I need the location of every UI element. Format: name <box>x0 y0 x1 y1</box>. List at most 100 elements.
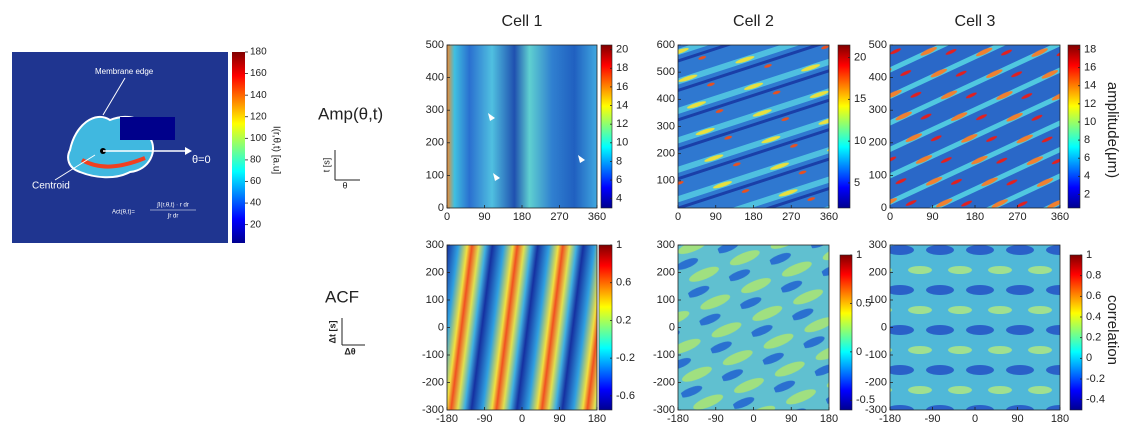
x-tick-label: 90 <box>785 413 797 425</box>
colorbar-tick-label: -0.6 <box>616 390 635 402</box>
colorbar-tick-label: 15 <box>854 93 866 105</box>
colorbar-tick-label: 0.6 <box>616 277 631 289</box>
y-tick-label: -200 <box>865 376 887 388</box>
arrowhead-marker <box>493 173 500 181</box>
heatmap-image <box>678 245 829 410</box>
colorbar-tick-label: 5 <box>854 177 860 189</box>
column-title: Cell 3 <box>955 13 996 30</box>
formula: ∫r dr <box>167 213 179 220</box>
x-tick-label: 180 <box>820 413 838 425</box>
colorbar-label: amplitude(μm) <box>1104 82 1121 178</box>
heatmap-image <box>678 45 829 208</box>
x-tick-label: 0 <box>972 413 978 425</box>
y-tick-label: -200 <box>653 376 675 388</box>
x-tick-label: 360 <box>1051 211 1069 223</box>
colorbar-tick-label: 14 <box>616 99 628 111</box>
y-tick-label: 200 <box>657 148 675 160</box>
y-tick-label: 300 <box>426 104 444 116</box>
colorbar-tick-label: 14 <box>1084 80 1096 92</box>
x-tick-label: 90 <box>926 211 938 223</box>
y-tick-label: -300 <box>422 404 444 416</box>
pointer <box>54 154 96 181</box>
y-tick-label: 100 <box>869 294 887 306</box>
y-tick-label: 300 <box>426 239 444 251</box>
colorbar-tick-label: 0.8 <box>1086 270 1101 282</box>
y-tick-label: 100 <box>657 294 675 306</box>
colorbar-tick-label: 12 <box>1084 98 1096 110</box>
colorbar-tick-label: 12 <box>616 118 628 130</box>
y-tick-label: 200 <box>869 137 887 149</box>
colorbar-tick-label: 20 <box>616 44 628 56</box>
x-tick-label: 360 <box>588 211 606 223</box>
y-tick-label: -200 <box>422 376 444 388</box>
colorbar-tick-label: 0 <box>1086 352 1092 364</box>
heatmap-image <box>890 245 1060 410</box>
cell-edge-signal <box>81 156 146 169</box>
axis-icon-label: Δθ <box>344 346 355 356</box>
formula: Act(θ,t)= <box>112 210 135 216</box>
colorbar-tick-label: 0.2 <box>616 314 631 326</box>
colorbar-tick-label: 0.2 <box>1086 332 1101 344</box>
x-tick-label: 0 <box>675 211 681 223</box>
y-tick-label: 400 <box>426 72 444 84</box>
pointer <box>102 77 126 116</box>
colorbar-tick-label: 160 <box>250 68 267 79</box>
y-tick-label: 200 <box>869 266 887 278</box>
heatmap-image <box>890 45 1060 208</box>
colorbar <box>839 254 853 411</box>
arrowhead-marker <box>488 113 495 121</box>
redaction-box <box>120 117 175 140</box>
y-tick-label: -300 <box>865 404 887 416</box>
colorbar-tick-label: 0 <box>856 346 862 358</box>
colorbar <box>837 44 851 209</box>
x-tick-label: 180 <box>744 211 762 223</box>
y-tick-label: 0 <box>881 202 887 214</box>
y-tick-label: -100 <box>422 349 444 361</box>
axis-icon-label: Δt [s] <box>327 321 337 344</box>
y-tick-label: 0 <box>438 202 444 214</box>
annotation: Membrane edge <box>95 67 154 76</box>
x-tick-label: 0 <box>887 211 893 223</box>
x-tick-label: 180 <box>1051 413 1069 425</box>
x-tick-label: -180 <box>879 413 901 425</box>
axis-icon-label: t [s] <box>321 158 331 173</box>
y-tick-label: 300 <box>869 104 887 116</box>
y-tick-label: 100 <box>869 169 887 181</box>
colorbar-tick-label: 8 <box>616 155 622 167</box>
y-tick-label: -300 <box>653 404 675 416</box>
colorbar <box>600 44 613 209</box>
x-tick-label: -180 <box>667 413 689 425</box>
colorbar-label: correlation <box>1104 295 1121 365</box>
colorbar-tick-label: 6 <box>1084 152 1090 164</box>
colorbar-tick-label: 10 <box>616 137 628 149</box>
colorbar-tick-label: 6 <box>616 174 622 186</box>
colorbar-tick-label: 18 <box>616 62 628 74</box>
colorbar-tick-label: 16 <box>1084 62 1096 74</box>
y-tick-label: 100 <box>426 294 444 306</box>
x-tick-label: -180 <box>436 413 458 425</box>
colorbar-tick-label: 0.6 <box>1086 290 1101 302</box>
x-tick-label: 180 <box>966 211 984 223</box>
y-tick-label: 300 <box>657 239 675 251</box>
heatmap-image <box>447 245 597 410</box>
colorbar-tick-label: 40 <box>250 198 262 209</box>
annotation: θ=0 <box>192 154 211 166</box>
x-tick-label: -90 <box>708 413 724 425</box>
y-tick-label: 600 <box>657 39 675 51</box>
colorbar-tick-label: -0.5 <box>856 394 875 406</box>
colorbar-tick-label: 60 <box>250 176 262 187</box>
colorbar <box>232 52 245 243</box>
annotation: Centroid <box>32 181 70 192</box>
row-label: ACF <box>325 287 359 306</box>
y-tick-label: 200 <box>426 137 444 149</box>
colorbar-tick-label: -0.2 <box>616 352 635 364</box>
x-tick-label: 0 <box>444 211 450 223</box>
y-tick-label: 400 <box>657 93 675 105</box>
y-tick-label: 200 <box>657 266 675 278</box>
arrow-head <box>185 147 192 155</box>
y-tick-label: 0 <box>881 321 887 333</box>
y-tick-label: -100 <box>865 349 887 361</box>
colorbar-tick-label: 80 <box>250 155 262 166</box>
colorbar-tick-label: -0.2 <box>1086 373 1105 385</box>
